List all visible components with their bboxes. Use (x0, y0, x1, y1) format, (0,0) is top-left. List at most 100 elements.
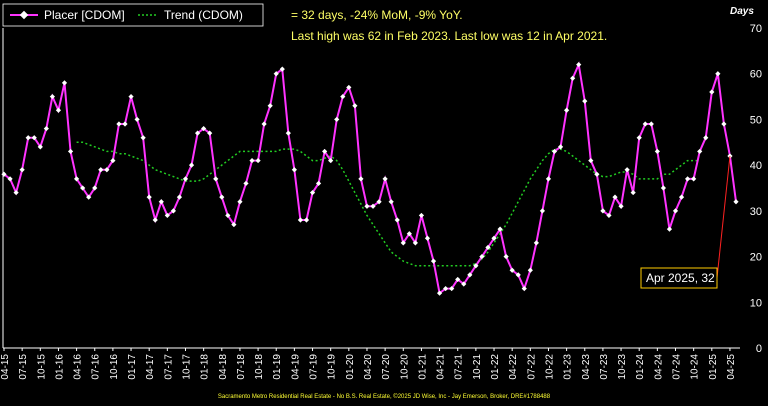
placer-data-point (158, 199, 164, 205)
x-tick-label: 01-21 (417, 354, 428, 380)
placer-data-point (600, 208, 606, 214)
callout-box (640, 267, 718, 289)
placer-data-point (539, 208, 546, 214)
placer-data-point (394, 217, 400, 223)
chart-footer: Sacramento Metro Residential Real Estate… (218, 393, 551, 400)
x-tick-label: 01-18 (200, 354, 211, 380)
annotation-high-low: Last high was 62 in Feb 2023. Last low w… (291, 29, 607, 43)
placer-data-point (49, 93, 55, 100)
placer-data-point (424, 235, 431, 241)
placer-data-point (400, 240, 406, 246)
placer-data-point (346, 84, 352, 91)
x-tick-label: 10-17 (181, 354, 192, 380)
placer-data-point (418, 212, 425, 219)
x-tick-label: 10-16 (109, 354, 120, 380)
placer-data-point (297, 217, 304, 223)
placer-data-point (473, 263, 479, 269)
placer-data-point (213, 176, 219, 182)
legend-trend-label: Trend (CDOM) (164, 8, 243, 22)
placer-data-point (443, 285, 449, 292)
placer-data-point (582, 98, 588, 104)
placer-data-point (364, 203, 370, 209)
placer-data-point (176, 194, 183, 200)
callout-label: Apr 2025, 32 (646, 271, 715, 285)
placer-data-point (503, 253, 509, 260)
placer-data-point (182, 176, 189, 182)
placer-data-point (237, 199, 243, 205)
placer-data-point (678, 194, 685, 200)
x-tick-label: 01-25 (708, 354, 719, 380)
x-tick-label: 10-18 (254, 354, 265, 380)
placer-data-point (7, 176, 13, 182)
placer-data-point (612, 194, 618, 200)
placer-data-point (291, 167, 297, 173)
placer-data-point (152, 217, 158, 223)
placer-data-point (243, 180, 249, 187)
x-tick-label: 04-24 (653, 354, 664, 380)
placer-data-point (509, 267, 515, 273)
placer-data-point (430, 258, 437, 264)
placer-data-point (31, 135, 37, 141)
placer-data-point (576, 61, 582, 68)
placer-data-point (606, 212, 612, 219)
placer-data-point (98, 167, 104, 173)
placer-data-point (92, 185, 98, 191)
placer-data-point (691, 176, 697, 182)
placer-data-point (146, 194, 152, 200)
x-tick-label: 10-19 (327, 354, 338, 380)
placer-data-point (207, 130, 213, 136)
callout-leader-line (716, 155, 731, 279)
placer-data-point (55, 107, 62, 113)
legend-box (2, 3, 264, 27)
x-tick-label: 01-24 (635, 354, 646, 380)
placer-data-point (279, 66, 285, 72)
x-tick-label: 04-18 (218, 354, 229, 380)
placer-data-point (140, 135, 146, 141)
placer-data-point (19, 167, 25, 173)
y-tick-label: 70 (750, 23, 762, 35)
placer-data-point (104, 167, 110, 173)
x-tick-label: 04-21 (436, 354, 447, 380)
placer-data-point (340, 93, 346, 100)
placer-data-point (116, 121, 122, 127)
placer-data-point (73, 176, 80, 182)
placer-data-point (315, 180, 322, 187)
placer-data-point (703, 135, 709, 141)
annotation-current: = 32 days, -24% MoM, -9% YoY. (291, 8, 463, 22)
placer-data-point (43, 125, 49, 132)
x-tick-label: 07-24 (672, 354, 683, 380)
x-tick-label: 04-15 (0, 354, 11, 380)
x-tick-label: 07-16 (91, 354, 102, 380)
placer-data-point (455, 276, 461, 283)
y-tick-label: 60 (750, 69, 762, 81)
placer-data-point (303, 217, 310, 223)
placer-data-point (709, 89, 715, 95)
x-tick-label: 01-19 (272, 354, 283, 380)
placer-data-point (715, 71, 721, 77)
placer-data-point (370, 203, 376, 209)
placer-data-point (491, 235, 497, 241)
x-tick-label: 07-22 (526, 354, 537, 380)
placer-data-point (545, 176, 552, 182)
placer-data-point (285, 130, 291, 136)
placer-data-point (461, 281, 467, 287)
placer-data-point (551, 148, 558, 155)
x-tick-label: 07-15 (18, 354, 29, 380)
placer-data-point (467, 272, 473, 278)
placer-data-point (672, 208, 679, 214)
placer-data-point (231, 221, 237, 228)
placer-data-point (406, 231, 412, 237)
placer-data-point (412, 240, 418, 246)
placer-data-point (388, 199, 394, 205)
x-tick-label: 10-24 (690, 354, 701, 380)
placer-data-point (273, 71, 279, 77)
placer-data-point (697, 148, 703, 155)
placer-data-point (564, 107, 570, 113)
placer-data-point (382, 176, 388, 182)
placer-data-point (733, 199, 739, 205)
placer-data-point (225, 212, 231, 219)
placer-data-point (376, 199, 382, 205)
placer-data-point (164, 212, 170, 219)
placer-data-point (255, 157, 261, 164)
